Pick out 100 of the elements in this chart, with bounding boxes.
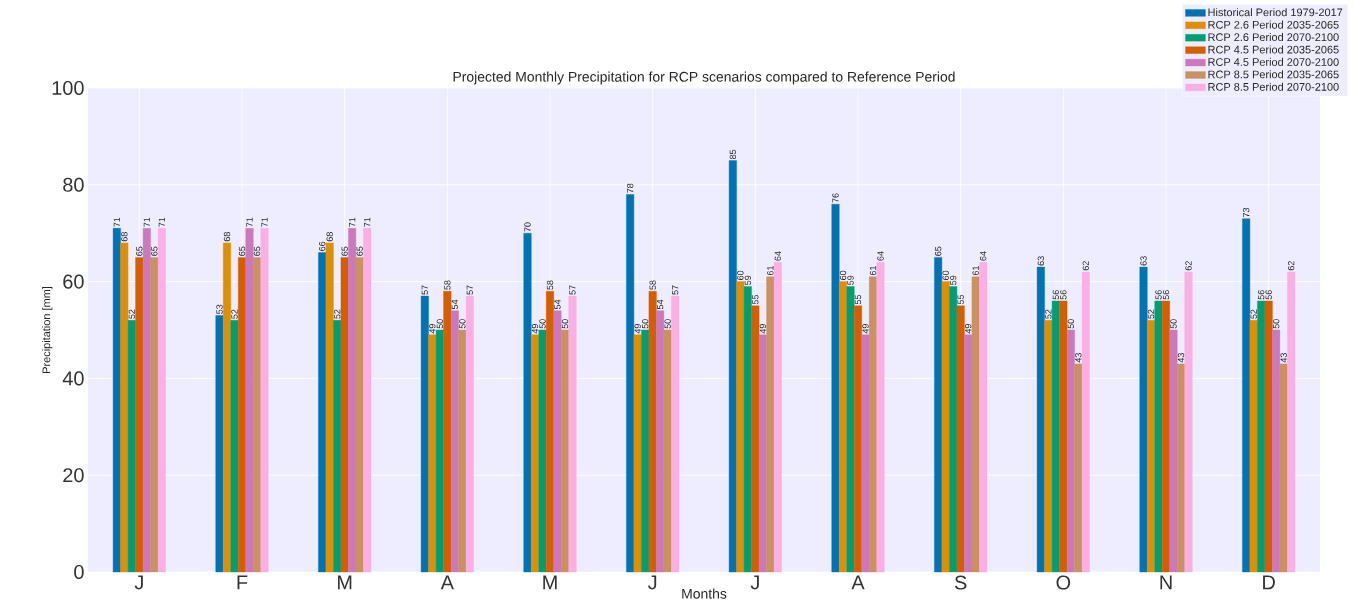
bar bbox=[538, 329, 547, 573]
data-label: 68 bbox=[326, 232, 333, 242]
y-tick-label: 20 bbox=[63, 468, 84, 483]
bar bbox=[758, 334, 767, 573]
data-label: 43 bbox=[1177, 353, 1185, 363]
data-label: 54 bbox=[657, 299, 664, 310]
data-label: 61 bbox=[767, 266, 774, 276]
bar bbox=[112, 228, 121, 573]
data-label: 50 bbox=[459, 319, 466, 329]
bar bbox=[260, 228, 269, 573]
data-label: 55 bbox=[854, 295, 862, 305]
y-tick-label: 60 bbox=[63, 274, 84, 289]
data-label: 64 bbox=[774, 251, 782, 261]
data-label: 57 bbox=[421, 285, 428, 295]
x-tick-label: M bbox=[543, 575, 557, 590]
x-tick-label: S bbox=[954, 575, 967, 590]
bar bbox=[465, 295, 474, 573]
bar bbox=[215, 315, 224, 573]
bar bbox=[1249, 320, 1258, 573]
bar bbox=[127, 320, 136, 573]
data-label: 76 bbox=[832, 193, 839, 203]
data-label: 50 bbox=[1272, 319, 1280, 329]
data-label: 61 bbox=[972, 266, 979, 276]
data-label: 56 bbox=[1265, 290, 1272, 300]
bar bbox=[1154, 300, 1163, 573]
bar bbox=[1184, 271, 1193, 573]
bar bbox=[450, 310, 459, 573]
data-label: 64 bbox=[877, 251, 884, 261]
legend-label: RCP 8.5 Period 2035-2065 bbox=[1208, 70, 1339, 79]
x-tick-label: O bbox=[1056, 575, 1071, 590]
x-tick-label: F bbox=[237, 575, 248, 590]
bar bbox=[979, 262, 988, 573]
data-label: 49 bbox=[634, 324, 641, 334]
data-label: 59 bbox=[949, 275, 957, 285]
data-label: 58 bbox=[444, 280, 451, 290]
data-label: 71 bbox=[246, 217, 253, 227]
data-label: 62 bbox=[1185, 261, 1192, 271]
data-label: 56 bbox=[1162, 290, 1170, 300]
y-tick-label: 100 bbox=[52, 80, 84, 96]
x-tick-label: N bbox=[1160, 575, 1172, 590]
data-label: 56 bbox=[1155, 290, 1162, 300]
x-axis-title: Months bbox=[682, 588, 727, 599]
data-label: 71 bbox=[349, 217, 356, 227]
data-label: 70 bbox=[524, 222, 531, 232]
data-label: 52 bbox=[1250, 309, 1257, 319]
bar bbox=[355, 257, 364, 573]
data-label: 52 bbox=[1147, 309, 1155, 319]
bar bbox=[553, 310, 562, 573]
data-label: 49 bbox=[759, 324, 767, 334]
bar bbox=[1272, 329, 1281, 573]
bar bbox=[663, 329, 672, 573]
data-label: 52 bbox=[1045, 309, 1052, 319]
bar bbox=[420, 295, 429, 573]
data-label: 56 bbox=[1060, 290, 1067, 300]
x-tick-label: D bbox=[1263, 575, 1275, 590]
data-label: 58 bbox=[546, 280, 554, 290]
data-label: 71 bbox=[364, 217, 371, 227]
x-tick-label: M bbox=[338, 575, 352, 590]
data-label: 55 bbox=[752, 295, 759, 305]
bar bbox=[157, 228, 166, 573]
legend-label: Historical Period 1979-2017 bbox=[1208, 8, 1343, 17]
legend-label: RCP 4.5 Period 2035-2065 bbox=[1208, 45, 1339, 54]
data-label: 78 bbox=[626, 183, 634, 193]
data-label: 65 bbox=[356, 246, 363, 256]
bar bbox=[971, 276, 980, 573]
data-label: 66 bbox=[318, 241, 326, 251]
data-label: 49 bbox=[964, 324, 972, 334]
data-label: 52 bbox=[333, 309, 341, 319]
bar bbox=[245, 228, 254, 573]
data-label: 49 bbox=[531, 324, 539, 334]
bar bbox=[876, 262, 885, 573]
legend-label: RCP 8.5 Period 2070-2100 bbox=[1208, 82, 1339, 91]
bar bbox=[443, 291, 452, 573]
bar bbox=[546, 291, 554, 573]
legend-label: RCP 2.6 Period 2035-2065 bbox=[1208, 20, 1339, 29]
bar bbox=[846, 286, 855, 573]
data-label: 85 bbox=[729, 149, 737, 160]
bar bbox=[1264, 300, 1273, 573]
bar bbox=[743, 286, 752, 573]
bar bbox=[648, 291, 657, 573]
data-label: 49 bbox=[429, 324, 436, 334]
data-label: 57 bbox=[466, 285, 473, 295]
bar bbox=[728, 160, 737, 573]
chart-title: Projected Monthly Precipitation for RCP scenarios compared to Reference Period bbox=[453, 71, 955, 85]
y-axis-title: Precipitation [mm] bbox=[42, 286, 53, 373]
data-label: 71 bbox=[158, 217, 165, 227]
data-label: 73 bbox=[1242, 207, 1250, 218]
data-label: 50 bbox=[664, 319, 671, 329]
bar bbox=[1036, 266, 1045, 573]
bar bbox=[1139, 266, 1148, 573]
data-label: 68 bbox=[121, 232, 128, 242]
bar bbox=[751, 305, 760, 573]
y-tick-label: 0 bbox=[74, 564, 84, 580]
data-label: 65 bbox=[136, 246, 143, 256]
y-tick-label: 80 bbox=[63, 177, 84, 192]
bar bbox=[230, 320, 239, 573]
data-label: 62 bbox=[1287, 261, 1295, 271]
data-label: 58 bbox=[649, 280, 656, 290]
data-label: 60 bbox=[942, 270, 949, 280]
legend-label: RCP 2.6 Period 2070-2100 bbox=[1208, 33, 1339, 42]
